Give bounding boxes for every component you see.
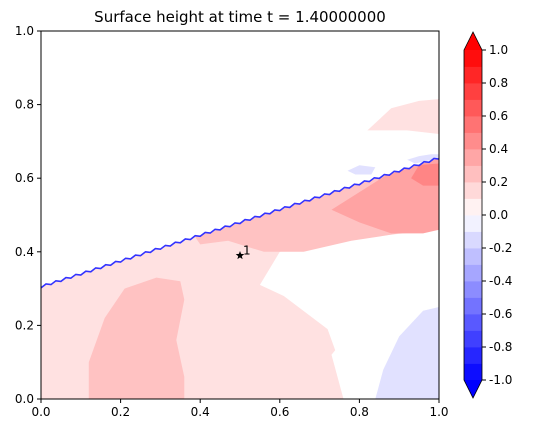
y-axis: 0.0 0.2 0.4 0.6 0.8 1.0 (15, 24, 41, 406)
colorbar-tick-label-8: 0.6 (489, 109, 508, 123)
colorbar-tick-label-6: 0.2 (489, 175, 508, 189)
colorbar-band-4 (464, 297, 482, 315)
colorbar-tick-label-2: -0.6 (489, 307, 512, 321)
contour-region-2 (88, 277, 185, 399)
x-tick-label-2: 0.4 (191, 405, 210, 419)
colorbar-band-5 (464, 281, 482, 298)
colorbar-band-13 (464, 149, 482, 166)
contour-region-upper-9 (407, 154, 439, 164)
y-tick-label-3: 0.6 (15, 171, 34, 185)
colorbar-band-8 (464, 231, 482, 249)
colorbar-band-3 (464, 314, 482, 331)
chart-title: Surface height at time t = 1.40000000 (94, 8, 386, 26)
colorbar-extend-high (464, 32, 482, 50)
y-tick-label-1: 0.2 (15, 318, 34, 332)
dry-land (41, 31, 439, 287)
colorbar-tick-label-0: -1.0 (489, 373, 512, 387)
marker-star-0 (235, 251, 245, 260)
colorbar-band-11 (464, 182, 482, 199)
colorbar-band-1 (464, 347, 482, 364)
colorbar-tick-label-4: -0.2 (489, 241, 512, 255)
contour-region-7 (375, 307, 439, 399)
colorbar: -1.0 -0.8 -0.6 -0.4 -0.2 0.0 0.2 0.4 0.6 0.8 1.0 (463, 31, 512, 399)
marker-label-0: 1 (243, 243, 251, 257)
contour-region-upper-8 (347, 165, 376, 175)
contour-region-upper-1 (367, 99, 439, 134)
y-tick-label-4: 0.8 (15, 98, 34, 112)
y-tick-label-5: 1.0 (15, 24, 34, 38)
contour-fills (41, 31, 439, 399)
colorbar-tick-label-7: 0.4 (489, 142, 508, 156)
y-tick-label-0: 0.0 (15, 392, 34, 406)
x-tick-label-3: 0.6 (270, 405, 289, 419)
x-tick-label-5: 1.0 (429, 405, 448, 419)
contour-region-5 (411, 163, 439, 186)
colorbar-band-19 (464, 50, 482, 67)
colorbar-tick-label-9: 0.8 (489, 76, 508, 90)
colorbar-extend-low (464, 380, 482, 398)
y-tick-label-2: 0.4 (15, 245, 34, 259)
colorbar-band-6 (464, 264, 482, 282)
colorbar-band-18 (464, 66, 482, 84)
colorbar-band-0 (464, 363, 482, 381)
colorbar-tick-label-1: -0.8 (489, 340, 512, 354)
colorbar-tick-label-5: 0.0 (489, 208, 508, 222)
x-tick-label-0: 0.0 (31, 405, 50, 419)
plot-area: 1 (40, 30, 440, 400)
x-tick-label-4: 0.8 (350, 405, 369, 419)
colorbar-band-14 (464, 132, 482, 150)
plot-frame (40, 30, 440, 400)
colorbar-band-7 (464, 248, 482, 265)
colorbar-band-2 (464, 330, 482, 348)
colorbar-band-15 (464, 116, 482, 133)
colorbar-band-17 (464, 83, 482, 100)
colorbar-band-9 (464, 215, 482, 232)
colorbar-tick-label-3: -0.4 (489, 274, 512, 288)
colorbar-tick-label-10: 1.0 (489, 43, 508, 57)
colorbar-band-12 (464, 165, 482, 183)
x-axis: 0.0 0.2 0.4 0.6 0.8 1.0 (31, 399, 449, 419)
colorbar-band-10 (464, 198, 482, 216)
shoreline (41, 157, 439, 289)
colorbar-band-16 (464, 99, 482, 117)
x-tick-label-1: 0.2 (111, 405, 130, 419)
